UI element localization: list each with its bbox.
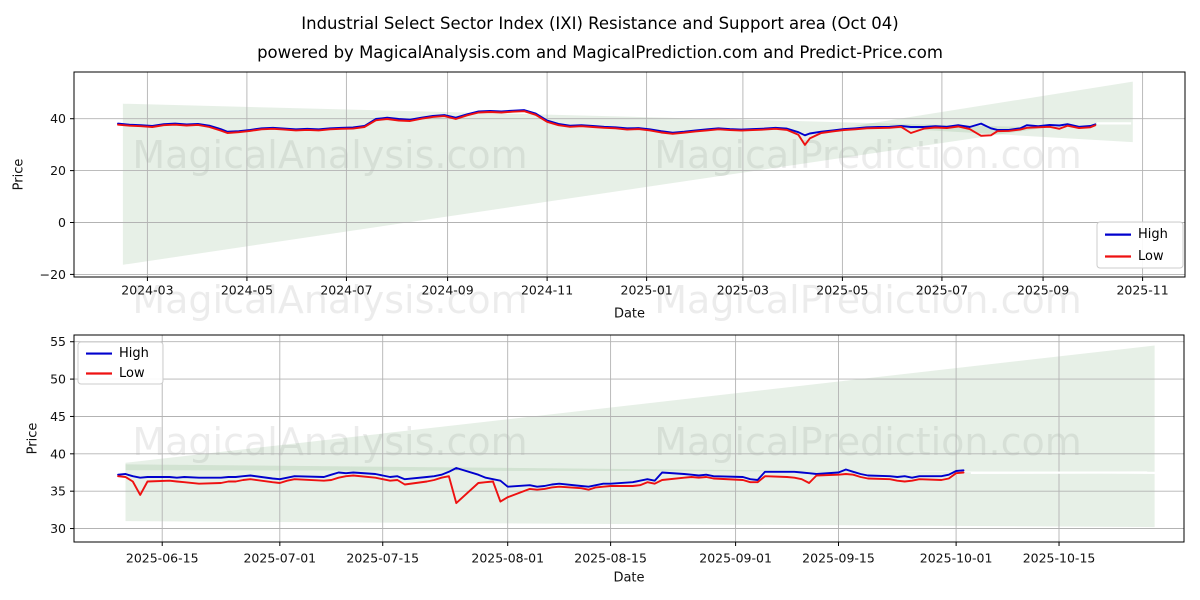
watermark-analysis: MagicalAnalysis.com [132,278,527,322]
x-tick-label: 2024-07 [320,283,372,298]
watermark-prediction: MagicalPrediction.com [654,278,1082,322]
figure-title: Industrial Select Sector Index (IXI) Res… [301,14,899,33]
axes-spines [73,334,1185,543]
x-tick-label: 2024-09 [421,283,473,298]
y-tick-label: 30 [50,521,66,536]
y-tick-label: 45 [50,409,66,424]
x-tick-label: 2025-10-15 [1023,551,1096,566]
x-tick-label: 2025-10-01 [920,551,993,566]
x-tick-label: 2025-03 [717,283,769,298]
x-tick-label: 2024-11 [521,283,573,298]
x-tick-label: 2025-05 [816,283,868,298]
y-tick-label: 35 [50,484,66,499]
axes-spines [73,71,1186,278]
y-tick-label: 50 [50,372,66,387]
x-tick-label: 2025-07-15 [346,551,419,566]
y-axis-label: Price [12,159,27,191]
support-resistance-wedge-past [122,103,1047,265]
high-line [117,467,965,488]
y-tick-label: −20 [40,267,66,282]
y-tick-label: 20 [50,163,66,178]
watermark-prediction: MagicalPrediction.com [654,420,1082,464]
legend-low-label: Low [1138,249,1164,264]
x-tick-label: 2025-07 [916,283,968,298]
watermark-prediction: MagicalPrediction.com [654,133,1082,177]
legend-high-label: High [119,346,149,361]
x-tick-label: 2025-08-01 [471,551,544,566]
y-tick-label: 40 [50,111,66,126]
x-tick-label: 2024-05 [221,283,273,298]
x-tick-label: 2025-09 [1017,283,1069,298]
x-axis-label: Date [614,307,645,322]
x-tick-label: 2025-11 [1116,283,1168,298]
x-tick-label: 2025-07-01 [243,551,316,566]
legend-high-label: High [1138,227,1168,242]
low-line [117,110,1097,146]
high-line [117,109,1097,137]
x-tick-label: 2025-09-15 [802,551,875,566]
x-tick-label: 2025-06-15 [126,551,199,566]
x-axis-label: Date [613,571,644,586]
figure-subtitle: powered by MagicalAnalysis.com and Magic… [257,43,943,62]
low-line [117,471,965,505]
y-tick-label: 40 [50,446,66,461]
x-tick-label: 2025-08-15 [574,551,647,566]
y-axis-label: Price [26,423,41,455]
legend-low-label: Low [119,366,145,381]
y-tick-label: 55 [50,334,66,349]
y-tick-label: 0 [58,215,66,230]
x-tick-label: 2024-03 [121,283,173,298]
watermark-analysis: MagicalAnalysis.com [132,420,527,464]
watermark-analysis: MagicalAnalysis.com [132,133,527,177]
x-tick-label: 2025-09-01 [699,551,772,566]
x-tick-label: 2025-01 [621,283,673,298]
